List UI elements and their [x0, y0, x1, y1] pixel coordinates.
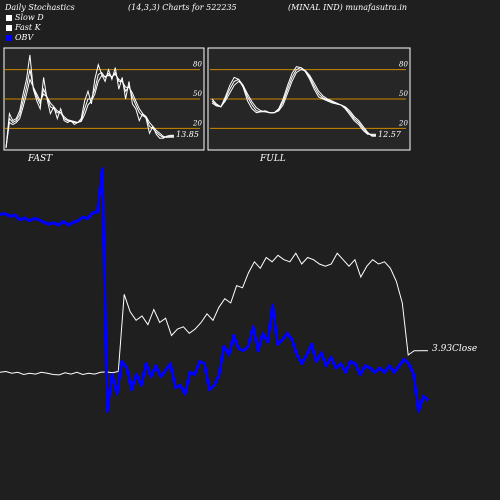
- fast-series-line-2: [5, 73, 170, 149]
- chart-type-label: Daily Stochastics: [5, 3, 75, 12]
- full-tick-label: 80: [399, 61, 408, 69]
- legend-slow-d: Slow D: [6, 13, 44, 22]
- legend-swatch-white: [6, 24, 12, 31]
- obv-line: [0, 167, 429, 413]
- fast-panel-title: FAST: [27, 154, 53, 164]
- full-series-line-2: [211, 69, 373, 137]
- legend-label: OBV: [15, 33, 34, 42]
- full-tick-label: 20: [398, 119, 408, 127]
- fast-tick-label: 80: [193, 61, 202, 69]
- fast-tick-label: 50: [193, 90, 202, 98]
- fast-tick-label: 20: [192, 119, 202, 127]
- company-site-title: (MINAL IND) munafasutra.in: [288, 3, 408, 12]
- full-series-line-1: [211, 67, 373, 136]
- legend-fast-k: Fast K: [6, 23, 41, 32]
- close-last-label: 3.93Close: [432, 344, 477, 354]
- full-last-value-label: 12.57: [378, 130, 402, 139]
- chart-params-title: (14,3,3) Charts for 522235: [128, 3, 237, 12]
- full-tick-label: 50: [399, 90, 408, 98]
- close-price-line: [0, 252, 420, 376]
- legend-obv: OBV: [6, 33, 33, 42]
- legend-swatch-white: [6, 14, 12, 21]
- legend-label: Slow D: [15, 13, 44, 22]
- full-panel-title: FULL: [259, 154, 286, 164]
- legend-label: Fast K: [15, 23, 41, 32]
- legend-swatch-blue: [6, 34, 12, 41]
- fast-last-value-label: 13.85: [176, 130, 199, 139]
